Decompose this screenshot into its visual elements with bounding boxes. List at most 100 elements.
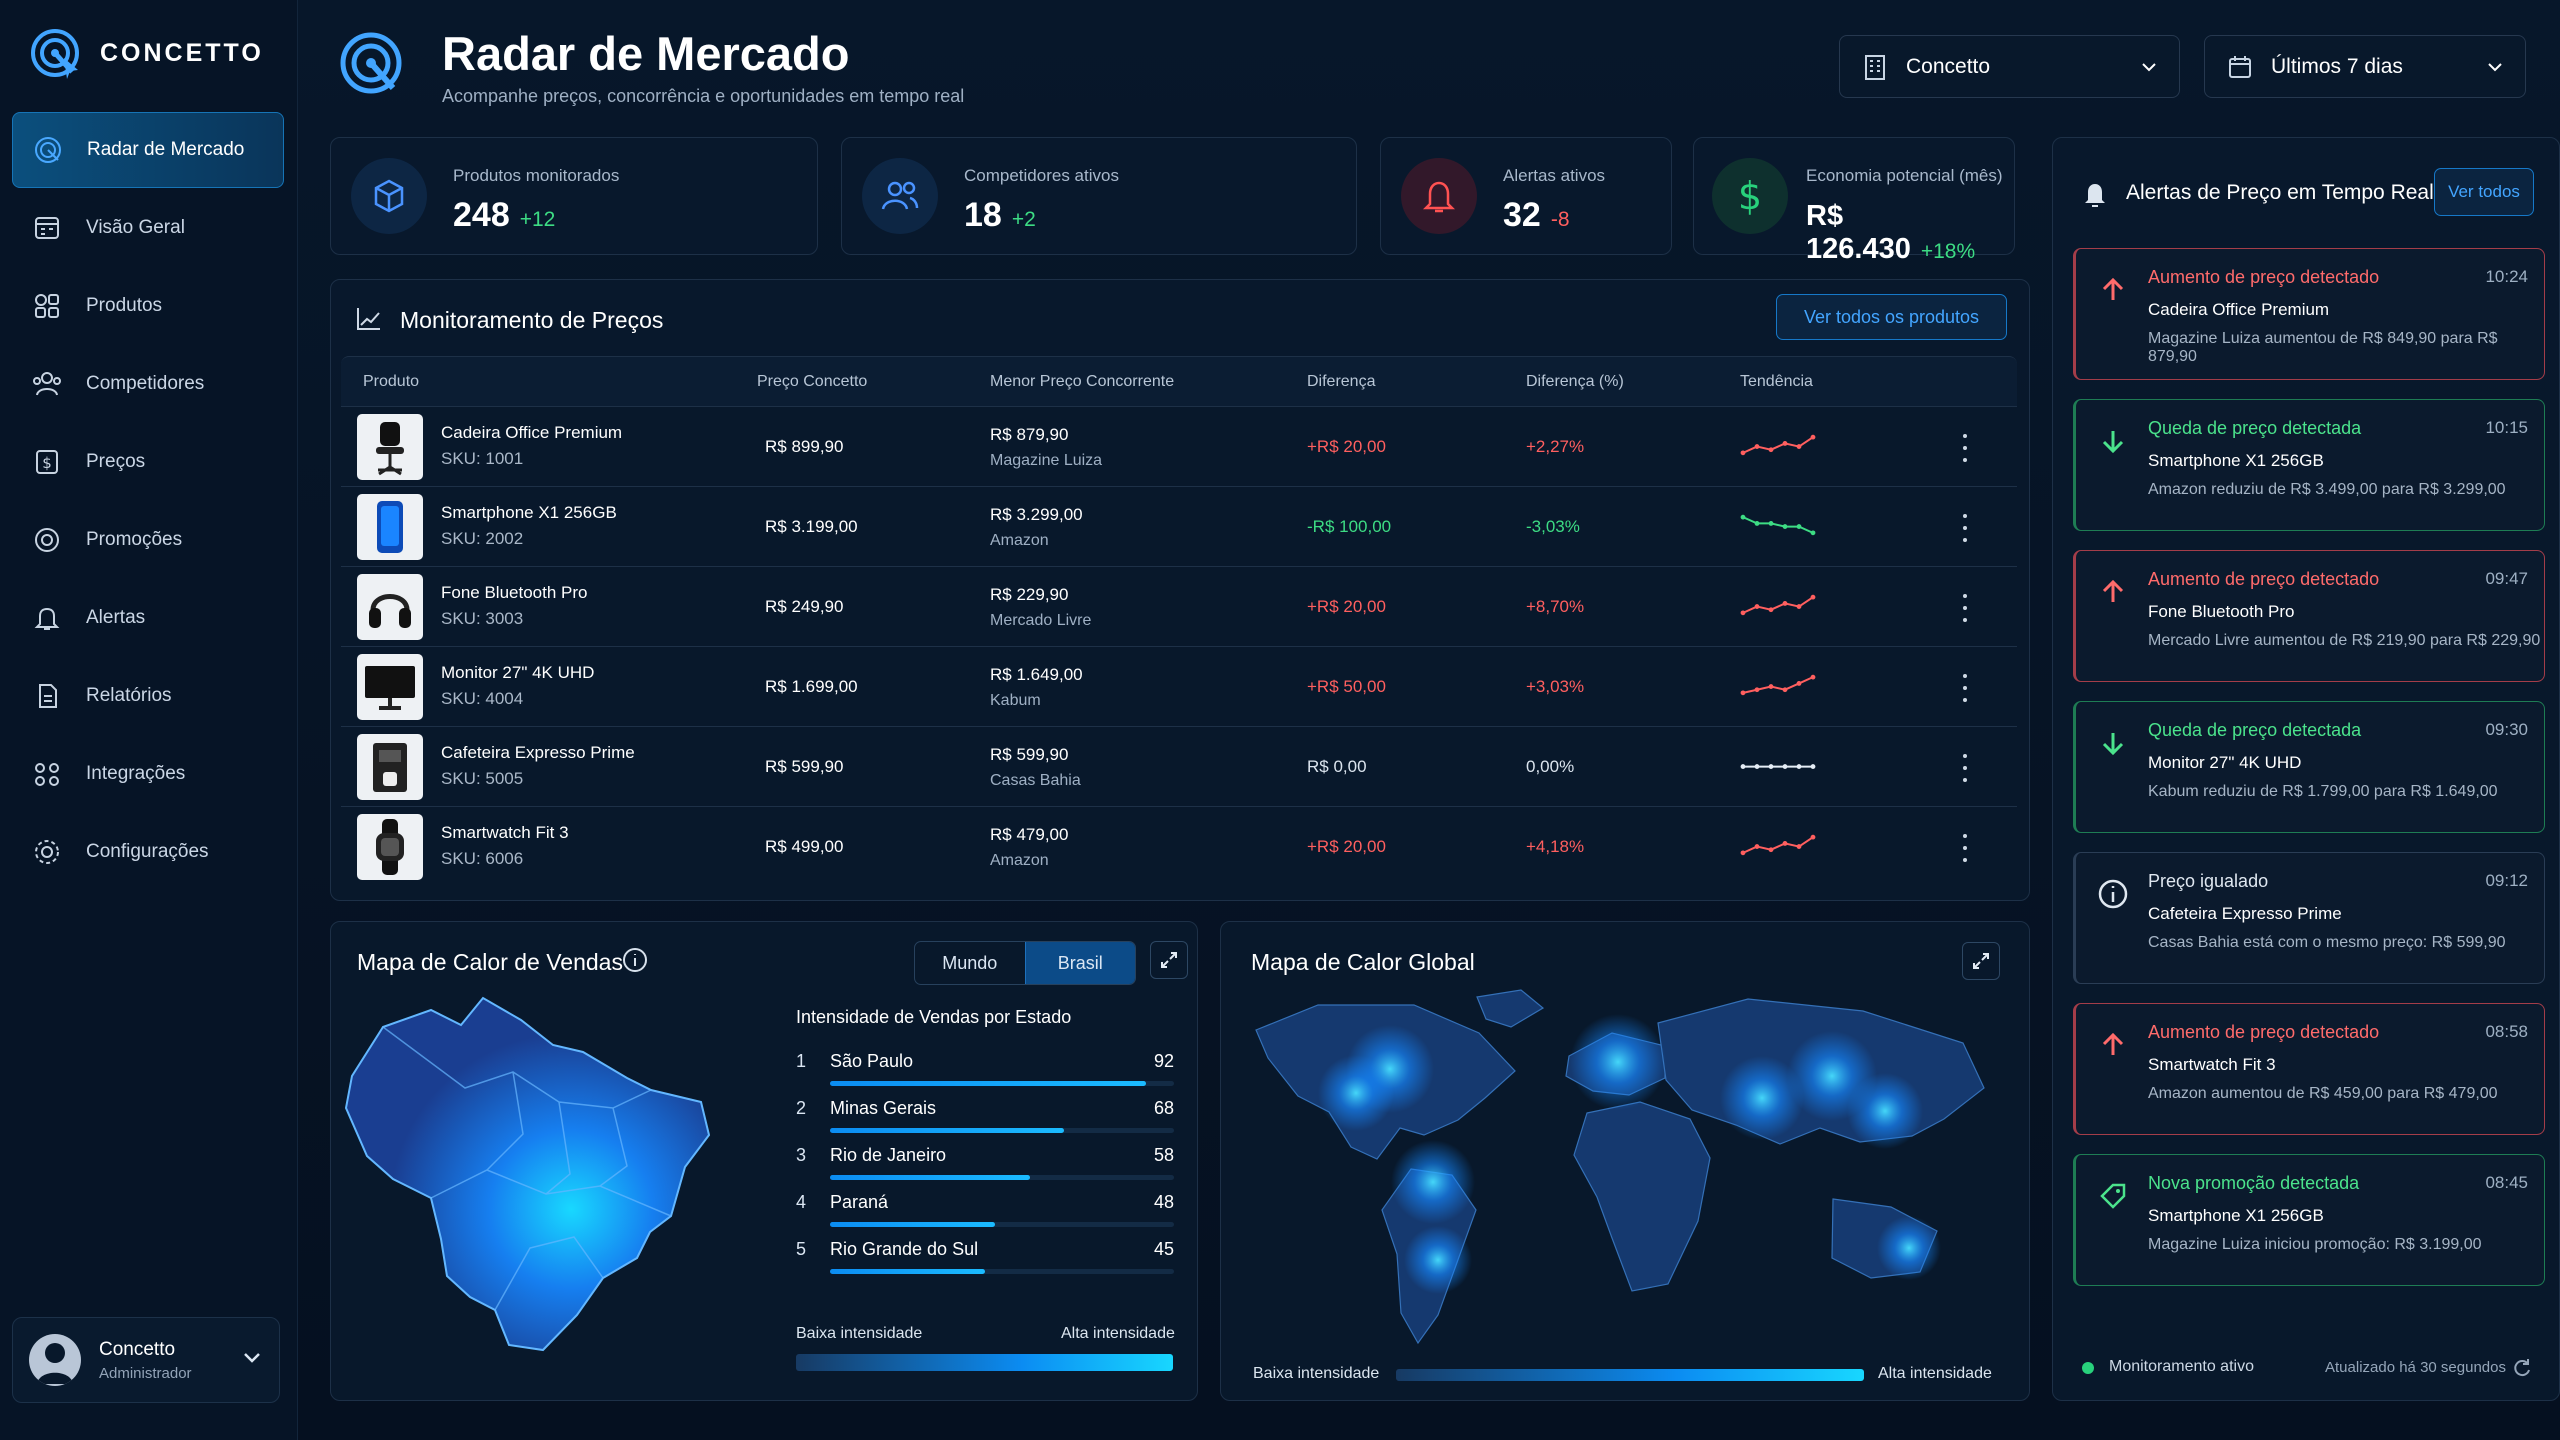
price-alert-item[interactable]: Queda de preço detectada 10:15 Smartphon… <box>2073 399 2545 531</box>
company-select[interactable]: Concetto <box>1839 35 2180 98</box>
competitor-price: R$ 879,90 <box>990 425 1069 444</box>
table-row[interactable]: Fone Bluetooth Pro SKU: 3003 R$ 249,90 R… <box>341 566 2017 646</box>
user-name: Concetto <box>99 1338 176 1360</box>
table-row[interactable]: Cafeteira Expresso Prime SKU: 5005 R$ 59… <box>341 726 2017 806</box>
sidebar-item-alerts[interactable]: Alertas <box>12 580 284 656</box>
state-ranking-row[interactable]: 2 Minas Gerais 68 <box>796 1098 1174 1138</box>
table-row[interactable]: Smartphone X1 256GB SKU: 2002 R$ 3.199,0… <box>341 486 2017 566</box>
competitor-name: Magazine Luiza <box>990 452 1103 469</box>
price-alert-item[interactable]: Aumento de preço detectado 10:24 Cadeira… <box>2073 248 2545 380</box>
trend-point <box>1754 444 1760 449</box>
view-all-products-button[interactable]: Ver todos os produtos <box>1776 294 2007 340</box>
state-ranking-row[interactable]: 1 São Paulo 92 <box>796 1051 1174 1091</box>
product-name: Fone Bluetooth Pro <box>441 583 588 602</box>
users-icon <box>32 369 62 399</box>
kpi-alerts: Alertas ativos 32 -8 <box>1380 137 1672 255</box>
info-icon[interactable] <box>622 947 648 973</box>
price-alert-item[interactable]: Preço igualado 09:12 Cafeteira Expresso … <box>2073 852 2545 984</box>
row-more-button[interactable] <box>1959 514 1971 542</box>
status-indicator <box>2082 1362 2094 1374</box>
calendar-grid-icon <box>32 213 62 243</box>
toggle-brazil[interactable]: Brasil <box>1024 942 1135 984</box>
sidebar-item-products[interactable]: Produtos <box>12 268 284 344</box>
table-row[interactable]: Cadeira Office Premium SKU: 1001 R$ 899,… <box>341 406 2017 486</box>
global-low-intensity-label: Baixa intensidade <box>1253 1365 1380 1382</box>
sidebar-item-overview[interactable]: Visão Geral <box>12 190 284 266</box>
period-select[interactable]: Últimos 7 dias <box>2204 35 2526 98</box>
sidebar-item-reports[interactable]: Relatórios <box>12 658 284 734</box>
logo[interactable]: CONCETTO <box>28 26 264 80</box>
trend-point <box>1796 764 1802 769</box>
state-ranking-row[interactable]: 4 Paraná 48 <box>796 1192 1174 1232</box>
row-more-button[interactable] <box>1959 754 1971 782</box>
sidebar-item-settings[interactable]: Configurações <box>12 814 284 890</box>
alert-time: 08:45 <box>2485 1173 2528 1192</box>
price-alert-item[interactable]: Nova promoção detectada 08:45 Smartphone… <box>2073 1154 2545 1286</box>
arrow-down-icon <box>2096 424 2130 458</box>
user-menu[interactable]: Concetto Administrador <box>12 1317 280 1403</box>
expand-icon <box>1161 952 1177 968</box>
expand-icon <box>1973 953 1989 969</box>
sidebar-item-competitors[interactable]: Competidores <box>12 346 284 422</box>
sidebar-item-integrations[interactable]: Integrações <box>12 736 284 812</box>
trend-sparkline <box>1739 431 1817 464</box>
table-row[interactable]: Smartwatch Fit 3 SKU: 6006 R$ 499,00 R$ … <box>341 806 2017 886</box>
trend-point <box>1754 687 1760 693</box>
row-more-button[interactable] <box>1959 674 1971 702</box>
product-image <box>357 414 423 480</box>
price-difference-percent: 0,00% <box>1526 757 1575 776</box>
kpi-value: 18 <box>964 196 1002 234</box>
state-name: Rio Grande do Sul <box>830 1239 979 1259</box>
state-ranking-row[interactable]: 5 Rio Grande do Sul 45 <box>796 1239 1174 1279</box>
kpi-label: Economia potencial (mês) <box>1806 166 2003 185</box>
state-name: Paraná <box>830 1192 889 1212</box>
price-alert-item[interactable]: Queda de preço detectada 09:30 Monitor 2… <box>2073 701 2545 833</box>
radar-icon <box>33 135 63 165</box>
state-intensity-title: Intensidade de Vendas por Estado <box>796 1007 1072 1027</box>
building-icon <box>1865 54 1885 80</box>
row-more-button[interactable] <box>1959 434 1971 462</box>
state-ranking-row[interactable]: 3 Rio de Janeiro 58 <box>796 1145 1174 1185</box>
row-more-button[interactable] <box>1959 834 1971 862</box>
state-value: 68 <box>1153 1098 1174 1118</box>
world-heatmap[interactable] <box>1240 985 2012 1355</box>
sidebar-nav: Radar de Mercado Visão Geral Produtos Co… <box>12 112 284 892</box>
row-more-button[interactable] <box>1959 594 1971 622</box>
sidebar-item-radar[interactable]: Radar de Mercado <box>12 112 284 188</box>
price-alert-item[interactable]: Aumento de preço detectado 08:58 Smartwa… <box>2073 1003 2545 1135</box>
arrow-up-icon <box>2096 1028 2130 1062</box>
expand-global-map-button[interactable] <box>1962 942 2000 980</box>
product-name: Monitor 27" 4K UHD <box>441 663 595 682</box>
state-intensity-bar <box>830 1269 985 1274</box>
kpi-products: Produtos monitorados 248 +12 <box>330 137 818 255</box>
table-row[interactable]: Monitor 27" 4K UHD SKU: 4004 R$ 1.699,00… <box>341 646 2017 726</box>
map-scope-toggle[interactable]: Mundo Brasil <box>914 941 1136 985</box>
state-intensity-bar <box>830 1222 996 1227</box>
refresh-icon[interactable] <box>2512 1357 2532 1377</box>
grid-icon <box>32 291 62 321</box>
state-rank: 3 <box>796 1145 807 1165</box>
alert-description: Magazine Luiza aumentou de R$ 849,90 par… <box>2148 330 2498 365</box>
expand-sales-map-button[interactable] <box>1150 941 1188 979</box>
trend-point <box>1796 844 1802 849</box>
view-all-alerts-button[interactable]: Ver todos <box>2434 168 2534 216</box>
state-value: 45 <box>1153 1239 1174 1259</box>
state-intensity-bar <box>830 1081 1147 1086</box>
sales-intensity-gradient <box>796 1354 1173 1371</box>
monitoring-status: Monitoramento ativo <box>2109 1358 2254 1375</box>
sidebar-item-prices[interactable]: $ Preços <box>12 424 284 500</box>
state-name: Rio de Janeiro <box>830 1145 947 1165</box>
price-alert-item[interactable]: Aumento de preço detectado 09:47 Fone Bl… <box>2073 550 2545 682</box>
toggle-world[interactable]: Mundo <box>942 952 998 973</box>
alert-time: 09:47 <box>2485 569 2528 588</box>
brazil-heatmap[interactable] <box>345 990 710 1360</box>
product-image <box>357 574 423 640</box>
column-header-price: Preço Concetto <box>757 373 868 390</box>
state-rank: 2 <box>796 1098 807 1118</box>
chevron-down-icon <box>244 1353 260 1363</box>
price-difference: +R$ 20,00 <box>1307 837 1386 856</box>
box-icon <box>351 158 427 234</box>
sidebar-item-promotions[interactable]: Promoções <box>12 502 284 578</box>
price-difference: R$ 0,00 <box>1307 757 1367 776</box>
alert-product: Smartphone X1 256GB <box>2148 451 2324 470</box>
